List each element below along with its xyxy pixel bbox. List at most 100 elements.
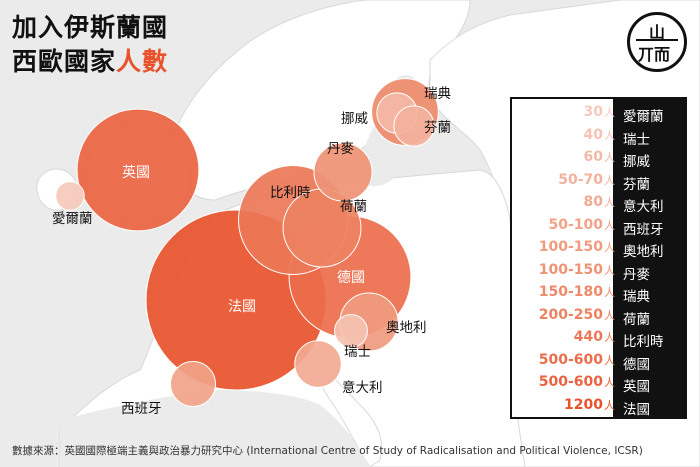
legend-value: 100-150人 — [539, 262, 615, 278]
legend-value: 500-600人 — [539, 374, 615, 390]
legend-unit: 人 — [604, 353, 615, 367]
mediterranean-sea — [60, 390, 370, 467]
logo-glyph-top: 山 — [649, 23, 666, 42]
bubble-7 — [313, 142, 373, 202]
italy-land — [318, 364, 383, 467]
legend-country: 西班牙 — [623, 221, 664, 238]
map-label-1: 瑞士 — [344, 344, 371, 360]
logo-divider — [636, 39, 678, 41]
legend-number: 50-100 — [548, 216, 603, 233]
legend-unit: 人 — [604, 398, 615, 412]
legend-row: 500-600人 德國 — [510, 351, 687, 373]
legend-country: 英國 — [623, 379, 650, 395]
legend-value: 30人 — [584, 104, 615, 120]
legend-country: 瑞士 — [623, 131, 650, 148]
source-note: 數據來源：英國國際極端主義與政治暴力研究中心 (International Ce… — [12, 445, 643, 457]
legend-row: 200-250人 荷蘭 — [510, 306, 687, 328]
legend-value: 50-70人 — [558, 172, 615, 188]
map-label-6: 奧地利 — [386, 320, 427, 336]
legend-country: 奧地利 — [623, 244, 664, 260]
brand-logo: 山 丌而 — [627, 12, 687, 72]
bubble-1 — [334, 314, 368, 348]
legend-value: 1200人 — [564, 397, 615, 413]
legend-number: 100-150 — [538, 261, 603, 278]
bubble-layer — [55, 78, 439, 407]
map-label-13: 法國 — [228, 299, 256, 315]
legend-unit: 人 — [604, 241, 615, 254]
legend-number: 150-180 — [538, 284, 603, 300]
legend-value: 50-100人 — [548, 217, 615, 233]
legend-number: 50-70 — [558, 171, 603, 188]
legend-row: 50-100人 西班牙 — [510, 216, 687, 238]
map-label-11: 德國 — [337, 270, 365, 286]
legend-number: 500-600 — [538, 374, 603, 390]
map-label-8: 瑞典 — [424, 86, 451, 102]
page-title: 加入伊斯蘭國 — [12, 13, 169, 42]
legend-number: 30 — [583, 104, 603, 120]
legend-country: 比利時 — [623, 334, 664, 350]
legend-country: 丹麥 — [623, 266, 650, 283]
legend-country: 荷蘭 — [623, 311, 650, 328]
logo-glyph-bottom: 丌而 — [638, 45, 671, 64]
legend-value: 200-250人 — [539, 307, 615, 323]
map-label-4: 意大利 — [342, 380, 383, 396]
bubble-5 — [170, 361, 216, 407]
legend-unit: 人 — [604, 151, 615, 164]
map-label-10: 比利時 — [270, 185, 311, 201]
legend-row: 1200人 法國 — [510, 396, 687, 418]
map-label-2: 挪威 — [341, 111, 368, 127]
legend-country: 挪威 — [623, 154, 650, 170]
legend-row: 50-70人 芬蘭 — [510, 171, 687, 193]
page-subtitle: 西歐國家人數 — [12, 42, 168, 78]
map-label-0: 愛爾蘭 — [52, 211, 93, 227]
subtitle-accent: 人數 — [116, 47, 169, 76]
legend-unit: 人 — [604, 128, 615, 142]
legend-number: 80 — [583, 194, 603, 210]
legend-value: 100-150人 — [539, 239, 615, 255]
legend-number: 500-600 — [538, 351, 603, 368]
legend-value: 60人 — [584, 149, 615, 165]
legend-value-panel — [510, 97, 615, 419]
legend-unit: 人 — [604, 308, 615, 322]
legend-row: 100-150人 奧地利 — [510, 238, 687, 260]
map-label-9: 荷蘭 — [340, 199, 367, 215]
legend-number: 60 — [583, 149, 603, 165]
legend-unit: 人 — [604, 218, 615, 232]
legend-unit: 人 — [604, 106, 615, 119]
map-label-3: 芬蘭 — [424, 120, 451, 136]
legend-row: 30人 愛爾蘭 — [510, 103, 687, 125]
legend-row: 40人 瑞士 — [510, 126, 687, 148]
bubble-3 — [393, 105, 435, 147]
legend-value: 500-600人 — [539, 352, 615, 368]
legend-unit: 人 — [604, 376, 615, 389]
legend-unit: 人 — [604, 173, 615, 187]
legend-table: 30人 愛爾蘭 40人 瑞士 60人 挪威 50-70人 芬蘭 80人 意大利 50-100人 西班牙… — [510, 97, 687, 419]
legend-number: 440 — [573, 329, 603, 345]
legend-value: 150-180人 — [539, 284, 615, 300]
legend-unit: 人 — [604, 331, 615, 344]
legend-number: 40 — [583, 126, 603, 143]
legend-country: 愛爾蘭 — [623, 109, 664, 125]
legend-country: 芬蘭 — [623, 176, 650, 193]
legend-unit: 人 — [604, 286, 615, 299]
legend-value: 40人 — [584, 127, 615, 143]
legend-country: 德國 — [623, 356, 650, 373]
legend-row: 80人 意大利 — [510, 193, 687, 215]
legend-number: 1200 — [564, 396, 603, 413]
bubble-0 — [55, 181, 85, 211]
map-label-7: 丹麥 — [327, 141, 354, 157]
legend-unit: 人 — [604, 263, 615, 277]
map-label-12: 英國 — [122, 165, 150, 181]
map-label-5: 西班牙 — [121, 401, 162, 417]
legend-row: 150-180人 瑞典 — [510, 283, 687, 305]
bubble-12 — [76, 108, 200, 232]
legend-number: 200-250 — [538, 306, 603, 323]
legend-row: 500-600人 英國 — [510, 373, 687, 395]
subtitle-main: 西歐國家 — [12, 47, 117, 76]
legend-country: 瑞典 — [623, 289, 650, 305]
legend-row: 100-150人 丹麥 — [510, 261, 687, 283]
legend-row: 60人 挪威 — [510, 148, 687, 170]
bubble-4 — [294, 340, 342, 388]
legend-value: 440人 — [574, 329, 615, 345]
